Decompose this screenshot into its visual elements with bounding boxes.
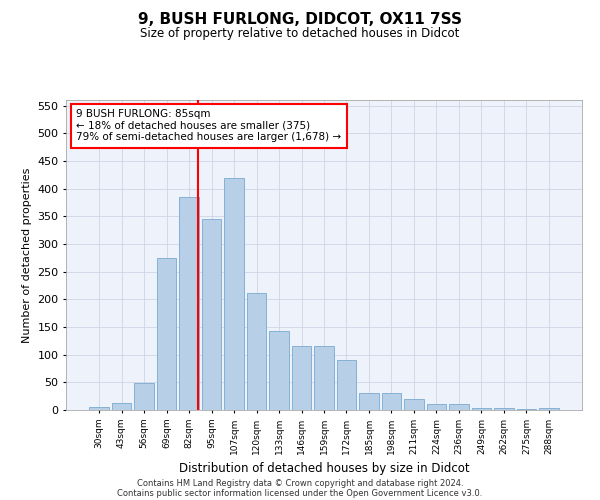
- Bar: [494, 408, 514, 410]
- Bar: [292, 346, 311, 410]
- Bar: [472, 408, 491, 410]
- Bar: [134, 383, 154, 410]
- Bar: [404, 399, 424, 410]
- Y-axis label: Number of detached properties: Number of detached properties: [22, 168, 32, 342]
- Bar: [337, 360, 356, 410]
- Text: Size of property relative to detached houses in Didcot: Size of property relative to detached ho…: [140, 28, 460, 40]
- Bar: [449, 404, 469, 410]
- Text: Contains HM Land Registry data © Crown copyright and database right 2024.: Contains HM Land Registry data © Crown c…: [137, 478, 463, 488]
- Bar: [269, 331, 289, 410]
- Bar: [112, 404, 131, 410]
- Bar: [359, 394, 379, 410]
- Text: Contains public sector information licensed under the Open Government Licence v3: Contains public sector information licen…: [118, 488, 482, 498]
- Bar: [427, 404, 446, 410]
- Bar: [539, 408, 559, 410]
- Bar: [89, 407, 109, 410]
- Bar: [202, 219, 221, 410]
- Bar: [382, 394, 401, 410]
- Bar: [157, 258, 176, 410]
- X-axis label: Distribution of detached houses by size in Didcot: Distribution of detached houses by size …: [179, 462, 469, 475]
- Bar: [224, 178, 244, 410]
- Text: 9 BUSH FURLONG: 85sqm
← 18% of detached houses are smaller (375)
79% of semi-det: 9 BUSH FURLONG: 85sqm ← 18% of detached …: [76, 110, 341, 142]
- Text: 9, BUSH FURLONG, DIDCOT, OX11 7SS: 9, BUSH FURLONG, DIDCOT, OX11 7SS: [138, 12, 462, 28]
- Bar: [314, 346, 334, 410]
- Bar: [247, 292, 266, 410]
- Bar: [179, 197, 199, 410]
